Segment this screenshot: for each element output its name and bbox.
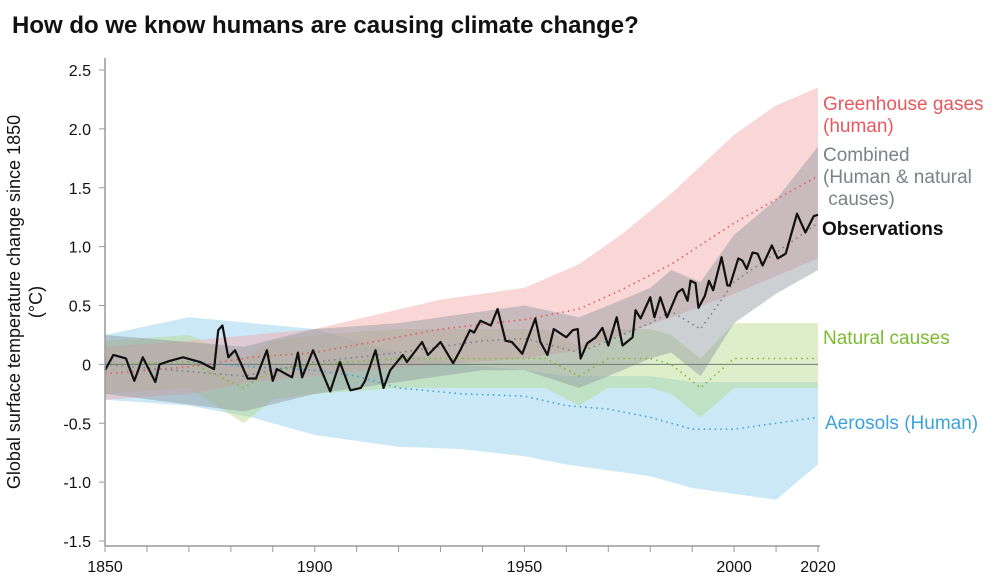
observations-line bbox=[104, 212, 819, 393]
combined-human-natural-causes-range-band bbox=[105, 146, 818, 412]
label-aerosols: Aerosols (Human) bbox=[825, 413, 979, 434]
combined-human-natural-causes-mean-line bbox=[104, 222, 819, 377]
label-line: (Human & natural bbox=[823, 167, 972, 188]
y-tick-label: 0.5 bbox=[69, 299, 91, 316]
chart-title: How do we know humans are causing climat… bbox=[12, 12, 639, 39]
label-natural-causes: Natural causes bbox=[823, 328, 950, 349]
greenhouse-gases-human-range-band bbox=[105, 87, 818, 400]
x-tick-label: 2020 bbox=[800, 559, 836, 576]
label-combined: Combined (Human & natural causes) bbox=[823, 145, 972, 211]
y-tick-label: 2.0 bbox=[69, 122, 91, 139]
y-tick-label: -0.5 bbox=[63, 416, 91, 433]
label-line: causes) bbox=[823, 189, 895, 210]
x-tick-label: 1900 bbox=[297, 559, 333, 576]
label-line: Combined bbox=[823, 145, 910, 166]
x-tick-label: 1950 bbox=[507, 559, 543, 576]
label-line: (human) bbox=[823, 116, 894, 137]
y-tick-label: 1.5 bbox=[69, 181, 91, 198]
y-tick-label: 1.0 bbox=[69, 240, 91, 257]
label-observations: Observations bbox=[822, 219, 944, 240]
label-line: Greenhouse gases bbox=[823, 94, 984, 115]
y-tick-label: 2.5 bbox=[69, 63, 91, 80]
x-tick-label: 2000 bbox=[716, 559, 752, 576]
label-greenhouse-gases: Greenhouse gases (human) bbox=[823, 94, 984, 138]
y-tick-label: -1.0 bbox=[63, 475, 91, 492]
y-tick-label: -1.5 bbox=[63, 534, 91, 551]
y-tick-label: 0 bbox=[82, 357, 91, 374]
aerosols-human-range-band bbox=[105, 317, 818, 500]
x-tick-label: 1850 bbox=[87, 559, 123, 576]
natural-causes-range-band bbox=[105, 323, 818, 424]
